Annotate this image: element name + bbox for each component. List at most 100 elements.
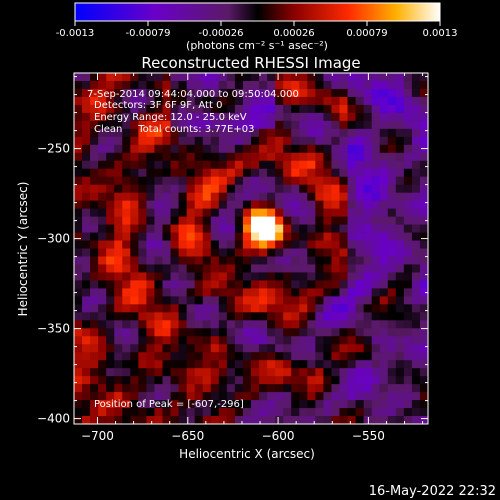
heatmap-cell [315,80,324,90]
heatmap-cell [242,304,252,313]
heatmap-cell [275,368,284,377]
heatmap-cell [178,144,188,154]
heatmap-cell [74,296,83,305]
heatmap-cell [178,152,188,162]
heatmap-cell [339,80,348,90]
heatmap-cell [106,264,115,273]
heatmap-cell [138,224,147,233]
heatmap-cell [74,128,83,138]
heatmap-cell [315,160,324,170]
heatmap-cell [90,360,99,369]
heatmap-cell [259,160,268,170]
heatmap-cell [178,312,188,321]
heatmap-cell [259,136,268,146]
heatmap-cell [218,272,228,281]
heatmap-cell [371,73,381,82]
heatmap-cell [242,200,252,210]
heatmap-cell [283,88,292,98]
heatmap-cell [154,336,163,345]
heatmap-cell [339,224,348,233]
heatmap-cell [411,304,421,313]
heatmap-cell [186,352,196,361]
heatmap-cell [323,344,332,353]
heatmap-cell [162,296,171,305]
heatmap-cell [130,232,139,241]
heatmap-cell [122,208,131,217]
heatmap-cell [186,128,196,138]
heatmap-cell [74,408,83,417]
heatmap-cell [82,288,91,297]
heatmap-cell [347,296,356,305]
heatmap-cell [130,112,139,122]
heatmap-cell [307,184,316,194]
heatmap-cell [419,288,428,297]
heatmap-cell [242,232,252,241]
heatmap-cell [339,160,348,170]
heatmap-cell [170,96,179,106]
heatmap-cell [90,88,99,98]
heatmap-cell [411,288,421,297]
heatmap-cell [98,144,107,154]
heatmap-cell [170,200,179,210]
heatmap-cell [387,73,397,82]
heatmap-cell [323,360,332,369]
heatmap-cell [138,360,147,369]
heatmap-cell [411,168,421,178]
heatmap-cell [395,360,405,369]
heatmap-cell [355,248,365,257]
heatmap-cell [90,392,99,401]
heatmap-cell [114,128,123,138]
heatmap-cell [218,360,228,369]
heatmap-cell [291,368,300,377]
heatmap-cell [355,192,365,202]
heatmap-cell [387,208,397,217]
heatmap-cell [387,352,397,361]
heatmap-cell [226,280,236,289]
heatmap-cell [355,416,365,424]
heatmap-cell [138,272,147,281]
heatmap-cell [82,104,91,114]
heatmap-cell [154,168,163,178]
heatmap-cell [339,168,348,178]
heatmap-cell [186,216,196,225]
heatmap-cell [419,384,428,393]
heatmap-cell [106,120,115,130]
heatmap-cell [275,288,284,297]
heatmap-cell [411,336,421,345]
heatmap-cell [146,272,155,281]
heatmap-cell [218,128,228,138]
heatmap-cell [106,392,115,401]
heatmap-cell [275,184,284,194]
heatmap-cell [371,256,381,265]
heatmap-cell [114,136,123,146]
heatmap-cell [283,352,292,361]
heatmap-cell [387,144,397,154]
heatmap-cell [395,400,405,409]
heatmap-cell [355,304,365,313]
heatmap-cell [395,208,405,217]
heatmap-cell [114,176,123,186]
heatmap-cell [178,344,188,353]
heatmap-cell [339,200,348,210]
heatmap-cell [146,408,155,417]
heatmap-cell [419,328,428,337]
heatmap-cell [315,176,324,186]
heatmap-cell [355,408,365,417]
heatmap-cell [202,272,212,281]
heatmap-cell [242,152,252,162]
heatmap-cell [130,208,139,217]
heatmap-cell [339,176,348,186]
heatmap-cell [403,224,413,233]
heatmap-cell [331,73,340,82]
heatmap-cell [146,352,155,361]
heatmap-cell [379,320,389,329]
heatmap-cell [98,248,107,257]
heatmap-cell [331,384,340,393]
heatmap-cell [275,280,284,289]
heatmap-cell [347,368,356,377]
heatmap-cell [106,208,115,217]
heatmap-cell [251,408,260,417]
heatmap-cell [411,88,421,98]
heatmap-cell [259,416,268,424]
heatmap-cell [331,336,340,345]
